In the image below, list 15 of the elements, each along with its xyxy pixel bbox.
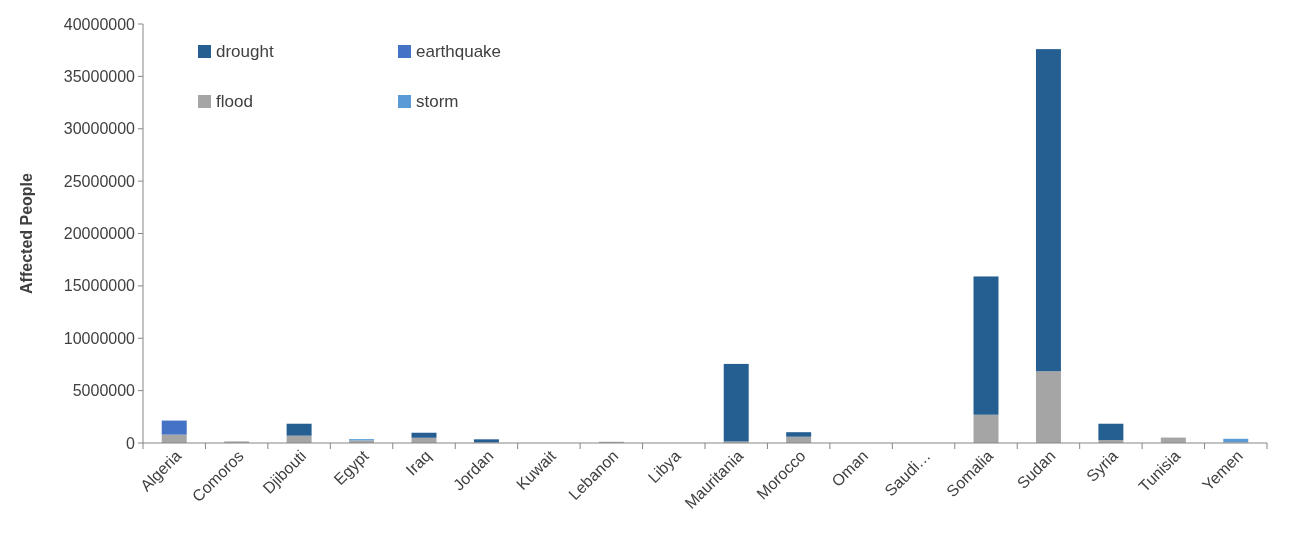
y-tick-label: 25000000 <box>63 172 136 190</box>
y-tick-label: 5000000 <box>72 382 136 400</box>
y-tick-label: 40000000 <box>63 15 136 33</box>
y-tick-label: 10000000 <box>63 329 136 347</box>
y-axis-title: Affected People <box>18 172 35 294</box>
legend-label: earthquake <box>416 41 502 61</box>
x-tick-label: Iraq <box>402 447 435 479</box>
y-tick-label: 20000000 <box>63 225 136 243</box>
y-tick-label: 35000000 <box>63 67 136 85</box>
legend-label: storm <box>416 91 459 111</box>
y-tick-label: 30000000 <box>63 120 136 138</box>
legend-label: drought <box>216 41 274 61</box>
y-tick-label: 15000000 <box>63 277 136 295</box>
y-tick-label: 0 <box>126 434 136 452</box>
legend-label: flood <box>216 91 253 111</box>
